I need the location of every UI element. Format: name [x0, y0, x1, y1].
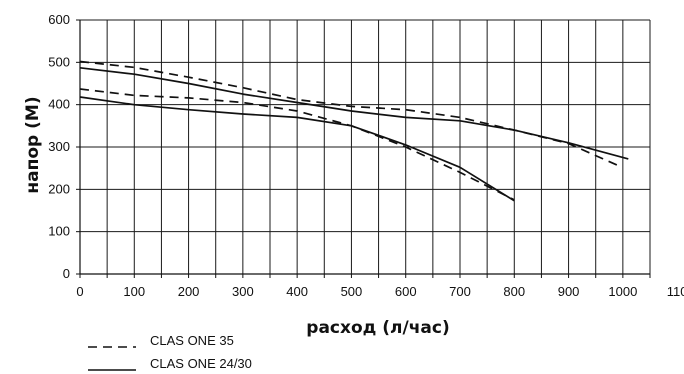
grid [80, 19, 651, 274]
y-axis-tick-labels: 0 100 200 300 400 500 600 [48, 12, 70, 281]
x-tick-label: 0 [76, 284, 83, 299]
legend-label-clas-one-35: CLAS ONE 35 [150, 333, 234, 348]
y-tick-label: 600 [48, 12, 70, 27]
series-line-clas-one-24-30-curve-1 [79, 66, 629, 160]
x-tick-label: 200 [178, 284, 200, 299]
x-tick-label: 1000 [608, 284, 637, 299]
plot-frame [76, 19, 651, 278]
y-tick-label: 300 [48, 139, 70, 154]
series-lines [79, 60, 629, 202]
series-line-clas-one-35-curve-1 [79, 60, 618, 166]
x-tick-label: 100 [123, 284, 145, 299]
y-tick-label: 500 [48, 54, 70, 69]
y-tick-label: 0 [63, 266, 70, 281]
x-tick-label: 500 [341, 284, 363, 299]
x-tick-label: 800 [503, 284, 525, 299]
series-line-clas-one-24-30-curve-2 [79, 96, 515, 202]
legend: CLAS ONE 35 CLAS ONE 24/30 [88, 333, 252, 371]
y-axis-title: напор (М) [23, 96, 43, 193]
x-tick-label: 700 [449, 284, 471, 299]
x-tick-label: 300 [232, 284, 254, 299]
series-line-clas-one-35-curve-2 [79, 88, 515, 201]
legend-label-clas-one-24-30: CLAS ONE 24/30 [150, 356, 252, 371]
y-tick-label: 100 [48, 224, 70, 239]
x-tick-label: 400 [286, 284, 308, 299]
x-axis-title: расход (л/час) [306, 318, 449, 338]
x-axis-tick-labels: 0 100 200 300 400 500 600 700 800 900 1000 110 [76, 284, 684, 299]
x-tick-label: 900 [558, 284, 580, 299]
y-tick-label: 400 [48, 97, 70, 112]
x-tick-label: 110 [667, 284, 684, 299]
y-tick-label: 200 [48, 181, 70, 196]
x-tick-label: 600 [395, 284, 417, 299]
